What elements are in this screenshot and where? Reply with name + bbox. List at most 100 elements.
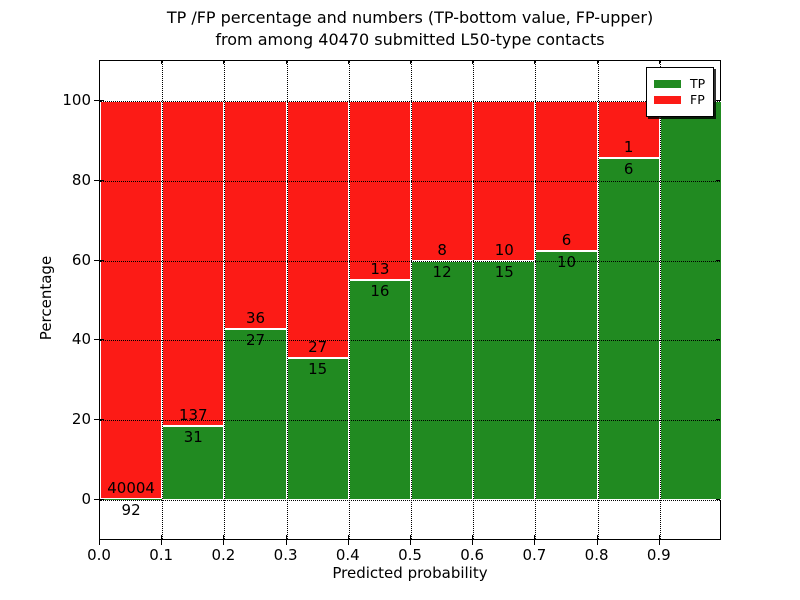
- legend-item: TP: [654, 77, 713, 91]
- chart-title-line2: from among 40470 submitted L50-type cont…: [215, 30, 605, 49]
- grid-line-horizontal: [100, 101, 720, 102]
- grid-line-vertical: [535, 61, 537, 539]
- x-tick-mark: [285, 535, 287, 545]
- fp-bar-segment: [162, 101, 225, 427]
- grid-line-vertical: [659, 61, 661, 539]
- x-tick-mark-top: [285, 60, 287, 64]
- legend-item-label: FP: [690, 92, 705, 107]
- grid-line-horizontal: [100, 260, 720, 262]
- fp-count-label: 13: [370, 259, 390, 278]
- fp-bar-segment: [286, 101, 349, 358]
- y-tick-label: 40: [71, 330, 91, 349]
- x-tick-label: 0.4: [335, 546, 360, 564]
- x-tick-label: 0.2: [211, 546, 236, 564]
- grid-line-horizontal: [100, 340, 720, 342]
- x-tick-mark-top: [410, 60, 411, 64]
- grid-line-vertical: [348, 61, 350, 539]
- tp-bar-segment: [659, 101, 722, 500]
- tp-count-label: 6: [623, 160, 634, 178]
- grid-line-horizontal: [100, 500, 720, 501]
- fp-count-label: 1: [623, 138, 634, 156]
- x-tick-label: 0.7: [522, 546, 547, 564]
- tp-count-label: 31: [183, 428, 203, 447]
- legend-item: FP: [654, 93, 713, 107]
- tp-bar-segment: [411, 260, 474, 500]
- plot-area: 4000492137313627271513168121015610164: [99, 60, 722, 540]
- fp-count-label: 6: [561, 230, 572, 249]
- tp-count-label: 15: [308, 359, 328, 378]
- x-tick-mark: [596, 535, 598, 545]
- tp-bar-segment: [348, 279, 411, 500]
- y-tick-mark-right: [716, 499, 720, 500]
- x-tick-mark: [223, 535, 225, 545]
- x-tick-mark-top: [472, 60, 474, 64]
- fp-count-label: 40004: [107, 479, 155, 498]
- y-tick-label: 20: [71, 410, 91, 429]
- x-tick-mark: [161, 535, 163, 545]
- fp-bar-segment: [535, 101, 598, 251]
- fp-bar-segment: [348, 101, 411, 280]
- grid-line-vertical: [597, 61, 599, 539]
- y-tick-mark-right: [716, 259, 720, 261]
- y-tick-label: 60: [71, 250, 91, 269]
- tp-count-label: 15: [494, 262, 514, 281]
- fp-bar-segment: [224, 101, 287, 329]
- x-tick-mark-top: [99, 60, 100, 64]
- y-tick-mark: [94, 179, 104, 181]
- x-tick-label: 0.1: [149, 546, 174, 564]
- tp-count-label: 10: [556, 252, 577, 271]
- x-tick-mark-top: [658, 60, 660, 64]
- fp-count-label: 8: [437, 240, 447, 259]
- y-tick-mark-right: [716, 179, 720, 181]
- x-tick-mark: [658, 535, 660, 545]
- tp-bar-segment: [224, 329, 287, 500]
- tp-bar-segment: [597, 158, 660, 500]
- x-tick-mark-top: [596, 60, 598, 64]
- y-tick-mark: [94, 499, 104, 500]
- grid-line-horizontal: [100, 180, 720, 182]
- x-tick-mark: [410, 535, 411, 545]
- chart-title-line1: TP /FP percentage and numbers (TP-bottom…: [166, 8, 654, 27]
- x-tick-mark-top: [223, 60, 225, 64]
- grid-line-vertical: [286, 61, 288, 539]
- legend: TP FP: [646, 67, 714, 117]
- tp-count-label: 16: [370, 281, 390, 300]
- y-tick-mark-right: [716, 339, 720, 341]
- tp-count-label: 92: [121, 501, 141, 520]
- x-tick-mark: [99, 535, 100, 545]
- grid-line-horizontal: [100, 420, 720, 422]
- y-tick-mark-right: [716, 100, 720, 101]
- x-tick-label: 0.0: [87, 546, 111, 564]
- tp-count-label: 12: [432, 262, 452, 281]
- x-tick-label: 0.5: [398, 546, 422, 564]
- chart-title: TP /FP percentage and numbers (TP-bottom…: [20, 7, 800, 51]
- fp-count-label: 10: [494, 240, 514, 259]
- tp-bar-segment: [100, 499, 163, 501]
- x-tick-mark-top: [347, 60, 349, 64]
- y-tick-label: 80: [71, 170, 91, 189]
- legend-item-label: TP: [690, 76, 706, 91]
- y-tick-mark: [94, 259, 104, 261]
- y-tick-label: 0: [81, 490, 91, 508]
- x-tick-mark: [472, 535, 474, 545]
- x-tick-label: 0.8: [584, 546, 609, 564]
- fp-legend-swatch: [654, 96, 681, 104]
- tp-bar-segment: [473, 260, 536, 500]
- grid-line-vertical: [411, 61, 412, 539]
- fp-bar-segment: [100, 101, 163, 500]
- y-tick-mark: [94, 100, 104, 101]
- grid-line-vertical: [473, 61, 475, 539]
- tp-bar-segment: [535, 250, 598, 500]
- tp-bar-segment: [286, 357, 349, 500]
- x-tick-label: 0.9: [646, 546, 671, 564]
- x-tick-mark: [347, 535, 349, 545]
- x-tick-label: 0.3: [273, 546, 298, 564]
- fp-count-label: 27: [308, 337, 328, 356]
- x-tick-mark: [534, 535, 536, 545]
- grid-line-vertical: [162, 61, 164, 539]
- plot-inner: 4000492137313627271513168121015610164: [100, 61, 722, 539]
- y-tick-mark: [94, 339, 104, 341]
- y-tick-mark: [94, 419, 104, 421]
- x-tick-mark-top: [161, 60, 163, 64]
